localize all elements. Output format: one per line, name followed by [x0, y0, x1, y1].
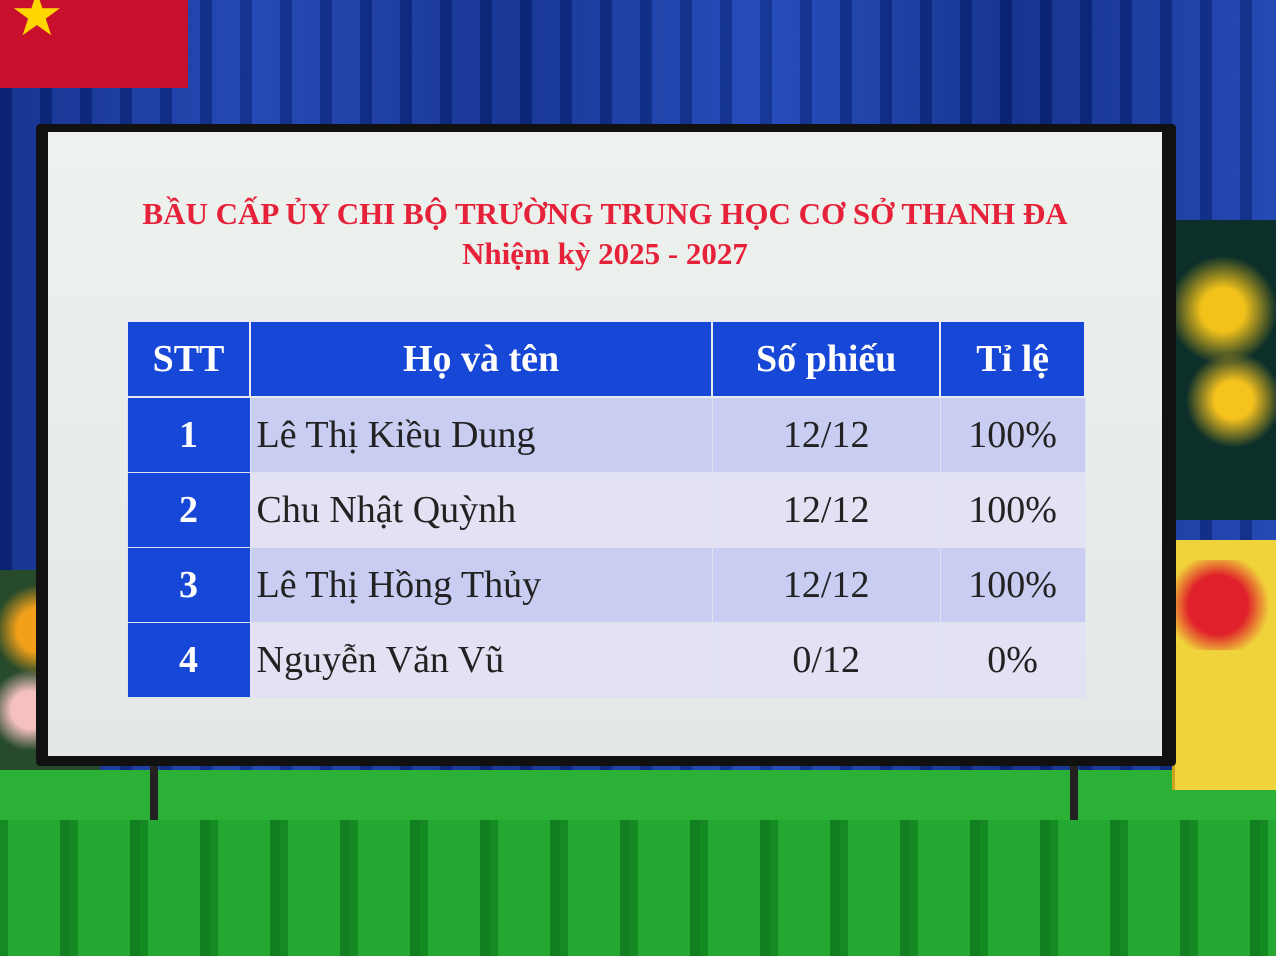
header-name: Họ và tên	[248, 320, 714, 398]
flowers-right	[1170, 220, 1276, 520]
cell-name: Chu Nhật Quỳnh	[249, 472, 713, 548]
slide-title: BẦU CẤP ỦY CHI BỘ TRƯỜNG TRUNG HỌC CƠ SỞ…	[48, 194, 1162, 274]
cell-name: Nguyễn Văn Vũ	[249, 622, 713, 698]
green-stage-skirt	[0, 770, 1276, 956]
header-row: STT Họ và tên Số phiếu Tỉ lệ	[126, 320, 1086, 398]
tv: BẦU CẤP ỦY CHI BỘ TRƯỜNG TRUNG HỌC CƠ SỞ…	[36, 124, 1176, 766]
star-icon: ★	[10, 0, 64, 48]
table-row: 2 Chu Nhật Quỳnh 12/12 100%	[126, 472, 1086, 548]
cell-votes: 12/12	[711, 472, 941, 548]
results-table: STT Họ và tên Số phiếu Tỉ lệ 1 Lê Thị Kiề…	[126, 320, 1086, 698]
cell-rate: 100%	[939, 396, 1086, 473]
cell-stt: 1	[126, 396, 251, 473]
cell-stt: 3	[126, 547, 251, 623]
tv-stand-left	[150, 760, 158, 820]
table-row: 4 Nguyễn Văn Vũ 0/12 0%	[126, 622, 1086, 698]
tv-screen: BẦU CẤP ỦY CHI BỘ TRƯỜNG TRUNG HỌC CƠ SỞ…	[48, 132, 1162, 756]
header-rate: Tỉ lệ	[939, 320, 1086, 398]
gift-bow	[1160, 560, 1276, 650]
header-votes: Số phiếu	[711, 320, 942, 398]
flag: ★	[0, 0, 188, 88]
header-stt: STT	[126, 320, 251, 398]
cell-name: Lê Thị Hồng Thủy	[249, 547, 713, 623]
cell-rate: 0%	[939, 622, 1086, 698]
subtitle: Nhiệm kỳ 2025 - 2027	[462, 236, 748, 271]
cell-stt: 2	[126, 472, 251, 548]
table-row: 3 Lê Thị Hồng Thủy 12/12 100%	[126, 547, 1086, 623]
cell-votes: 12/12	[711, 547, 941, 623]
cell-votes: 12/12	[711, 396, 941, 473]
tv-stand-right	[1070, 760, 1078, 820]
cell-name: Lê Thị Kiều Dung	[249, 396, 713, 473]
cell-rate: 100%	[939, 547, 1086, 623]
cell-rate: 100%	[939, 472, 1086, 548]
table-row: 1 Lê Thị Kiều Dung 12/12 100%	[126, 396, 1086, 473]
cell-stt: 4	[126, 622, 251, 698]
title: BẦU CẤP ỦY CHI BỘ TRƯỜNG TRUNG HỌC CƠ SỞ…	[142, 196, 1068, 231]
cell-votes: 0/12	[711, 622, 941, 698]
